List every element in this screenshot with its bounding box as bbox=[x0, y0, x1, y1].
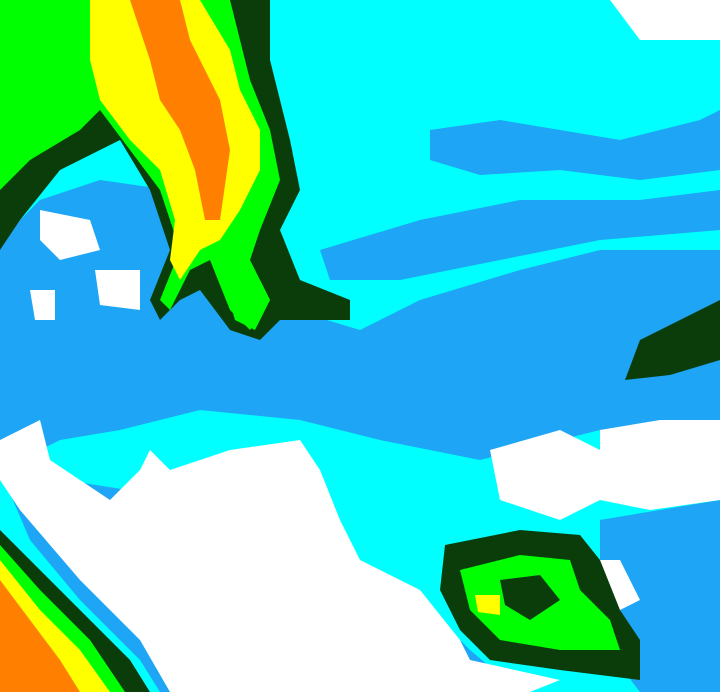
vegetation-right-streak bbox=[625, 300, 720, 380]
vegetation-bottom-left bbox=[0, 530, 150, 692]
vegetation-top-left bbox=[0, 0, 350, 340]
vegetation-bottom-center bbox=[440, 530, 640, 680]
